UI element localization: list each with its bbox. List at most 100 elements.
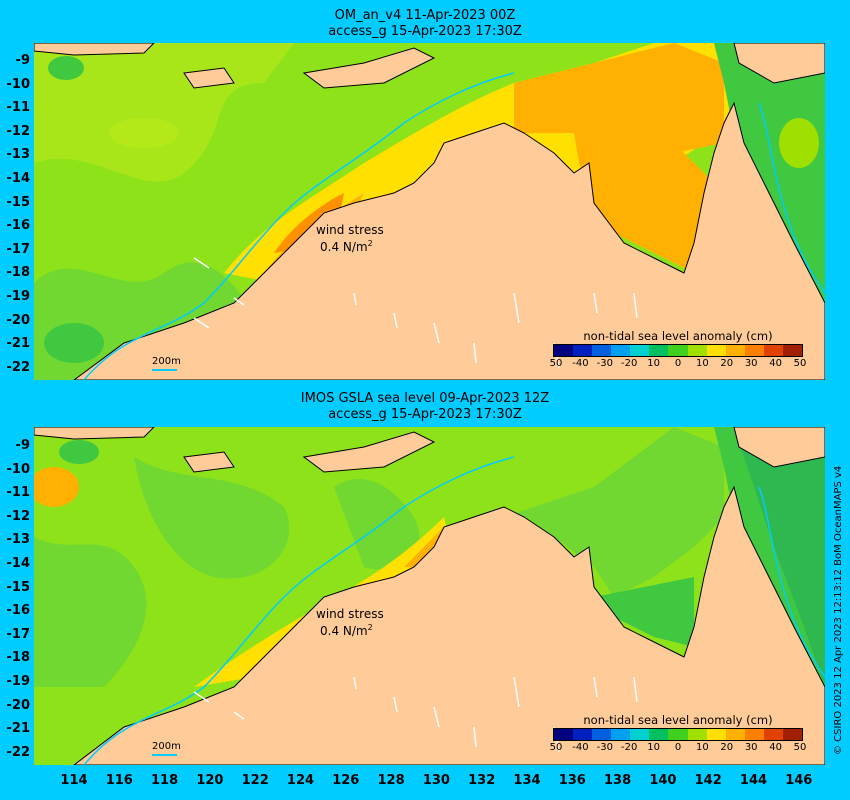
top-lat-label: -22 — [6, 359, 31, 375]
bottom-lat-label: -13 — [6, 532, 31, 548]
lon-label: 124 — [286, 773, 315, 788]
colorbar-tick-label: 30 — [744, 358, 758, 369]
lon-label: 138 — [604, 773, 632, 788]
colorbar-swatch — [649, 345, 669, 356]
wind-label-line2-bottom: 0.4 N/m2 — [320, 623, 373, 638]
bottom-map-panel — [34, 427, 825, 765]
colorbar-swatch — [649, 729, 669, 740]
lon-label: 116 — [105, 773, 133, 788]
credit-text: © CSIRO 2023 12 Apr 2023 12:13:12 BoM Oc… — [833, 465, 844, 755]
lon-label: 134 — [513, 773, 541, 788]
colorbar-tick-label: 0 — [674, 358, 682, 369]
colorbar-tick-label: 40 — [769, 358, 782, 369]
lon-label: 140 — [649, 773, 677, 788]
lon-label: 142 — [694, 773, 722, 788]
top-lat-label: -14 — [6, 171, 31, 186]
top-lat-label: -11 — [6, 100, 31, 116]
bottom-lat-label: -18 — [6, 650, 31, 666]
colorbar-tick-label: 50 — [793, 742, 807, 753]
colorbar-tick-label: 0 — [674, 742, 682, 753]
colorbar-swatch — [668, 729, 688, 740]
colorbar-swatch — [573, 729, 593, 740]
top-lat-label: -13 — [6, 147, 31, 163]
lon-label: 146 — [785, 773, 813, 788]
bottom-wind-stress-label: wind stress 0.4 N/m2 — [316, 607, 384, 638]
bottom-lat-label: -11 — [6, 485, 31, 501]
wind-label-line1-bottom: wind stress — [316, 607, 384, 621]
colorbar-swatch — [782, 345, 803, 356]
colorbar-swatch — [744, 729, 764, 740]
colorbar-tick-label: -20 — [621, 742, 638, 753]
colorbar-tick-label: -30 — [596, 358, 613, 369]
colorbar-tick-label: 10 — [696, 742, 709, 753]
colorbar-swatch — [592, 345, 612, 356]
colorbar-swatch — [744, 345, 764, 356]
top-depth-line — [152, 369, 177, 371]
colorbar-swatch — [687, 729, 707, 740]
colorbar-swatch — [611, 729, 631, 740]
lon-label: 136 — [558, 773, 586, 788]
lon-label: 128 — [377, 773, 405, 788]
top-lat-label: -21 — [6, 336, 31, 352]
colorbar-tick-label: 40 — [769, 742, 782, 753]
wind-label-line2: 0.4 N/m2 — [320, 239, 373, 254]
bottom-lat-label: -12 — [6, 508, 31, 524]
bottom-lat-label: -9 — [15, 438, 30, 453]
colorbar-swatch — [554, 729, 574, 740]
top-lat-label: -20 — [6, 312, 31, 328]
bottom-depth-line — [152, 754, 177, 756]
colorbar-swatch — [611, 345, 631, 356]
bottom-lat-label: -15 — [6, 579, 31, 595]
top-lat-label: -19 — [6, 289, 31, 304]
top-lat-label: -17 — [6, 241, 31, 257]
lon-label: 114 — [60, 773, 88, 788]
bottom-lat-label: -19 — [6, 674, 31, 689]
bottom-depth-label: 200m — [152, 741, 181, 752]
lon-label: 118 — [151, 773, 179, 788]
lon-label: 120 — [196, 773, 224, 788]
lon-label: 122 — [241, 773, 269, 788]
colorbar-tick-label: -30 — [596, 742, 613, 753]
top-title-line1: OM_an_v4 11-Apr-2023 00Z — [334, 8, 516, 23]
bottom-title-line1: IMOS GSLA sea level 09-Apr-2023 12Z — [300, 391, 550, 406]
colorbar-tick-label: 10 — [647, 742, 660, 753]
bottom-lat-label: -17 — [6, 626, 31, 642]
bottom-title-line2: access_g 15-Apr-2023 17:30Z — [328, 407, 522, 422]
colorbar-swatch — [630, 345, 650, 356]
colorbar-swatch — [668, 345, 688, 356]
top-legend-title: non-tidal sea level anomaly (cm) — [583, 329, 773, 343]
top-depth-label: 200m — [152, 356, 181, 367]
top-title-line2: access_g 15-Apr-2023 17:30Z — [328, 24, 522, 39]
colorbar-swatch — [725, 729, 745, 740]
colorbar-swatch — [630, 729, 650, 740]
top-lat-label: -10 — [6, 76, 31, 92]
bottom-lat-label: -16 — [6, 603, 31, 619]
colorbar-swatch — [687, 345, 707, 356]
lon-label: 126 — [332, 773, 360, 788]
bottom-lat-label: -22 — [6, 744, 31, 760]
colorbar-tick-label: 20 — [720, 358, 734, 369]
colorbar-tick-label: 50 — [549, 742, 563, 753]
top-legend: non-tidal sea level anomaly (cm) 50 -40 -3… — [549, 329, 807, 370]
colorbar-swatch — [725, 345, 745, 356]
bottom-legend-title: non-tidal sea level anomaly (cm) — [583, 713, 773, 727]
top-lat-label: -15 — [6, 194, 31, 210]
top-lat-label: -12 — [6, 123, 31, 139]
colorbar-tick-label: 50 — [549, 358, 563, 369]
colorbar-swatch — [554, 345, 574, 356]
top-lat-label: -18 — [6, 265, 31, 281]
top-colorbar-ticks: 50 -40 -30 -20 10 0 10 20 30 40 50 — [549, 357, 807, 370]
bottom-lat-label: -20 — [6, 697, 31, 713]
bottom-colorbar-ticks: 50 -40 -30 -20 10 0 10 20 30 40 50 — [549, 741, 807, 754]
bottom-lat-label: -21 — [6, 721, 31, 737]
top-map-svg — [34, 43, 825, 380]
colorbar-tick-label: 20 — [720, 742, 734, 753]
colorbar-tick-label: 50 — [793, 358, 807, 369]
colorbar-swatch — [706, 729, 726, 740]
top-map-panel — [34, 43, 825, 380]
colorbar-swatch — [763, 345, 783, 356]
colorbar-tick-label: 10 — [696, 358, 709, 369]
bottom-lat-label: -14 — [6, 556, 31, 571]
colorbar-tick-label: -40 — [572, 742, 589, 753]
colorbar-swatch — [573, 345, 593, 356]
